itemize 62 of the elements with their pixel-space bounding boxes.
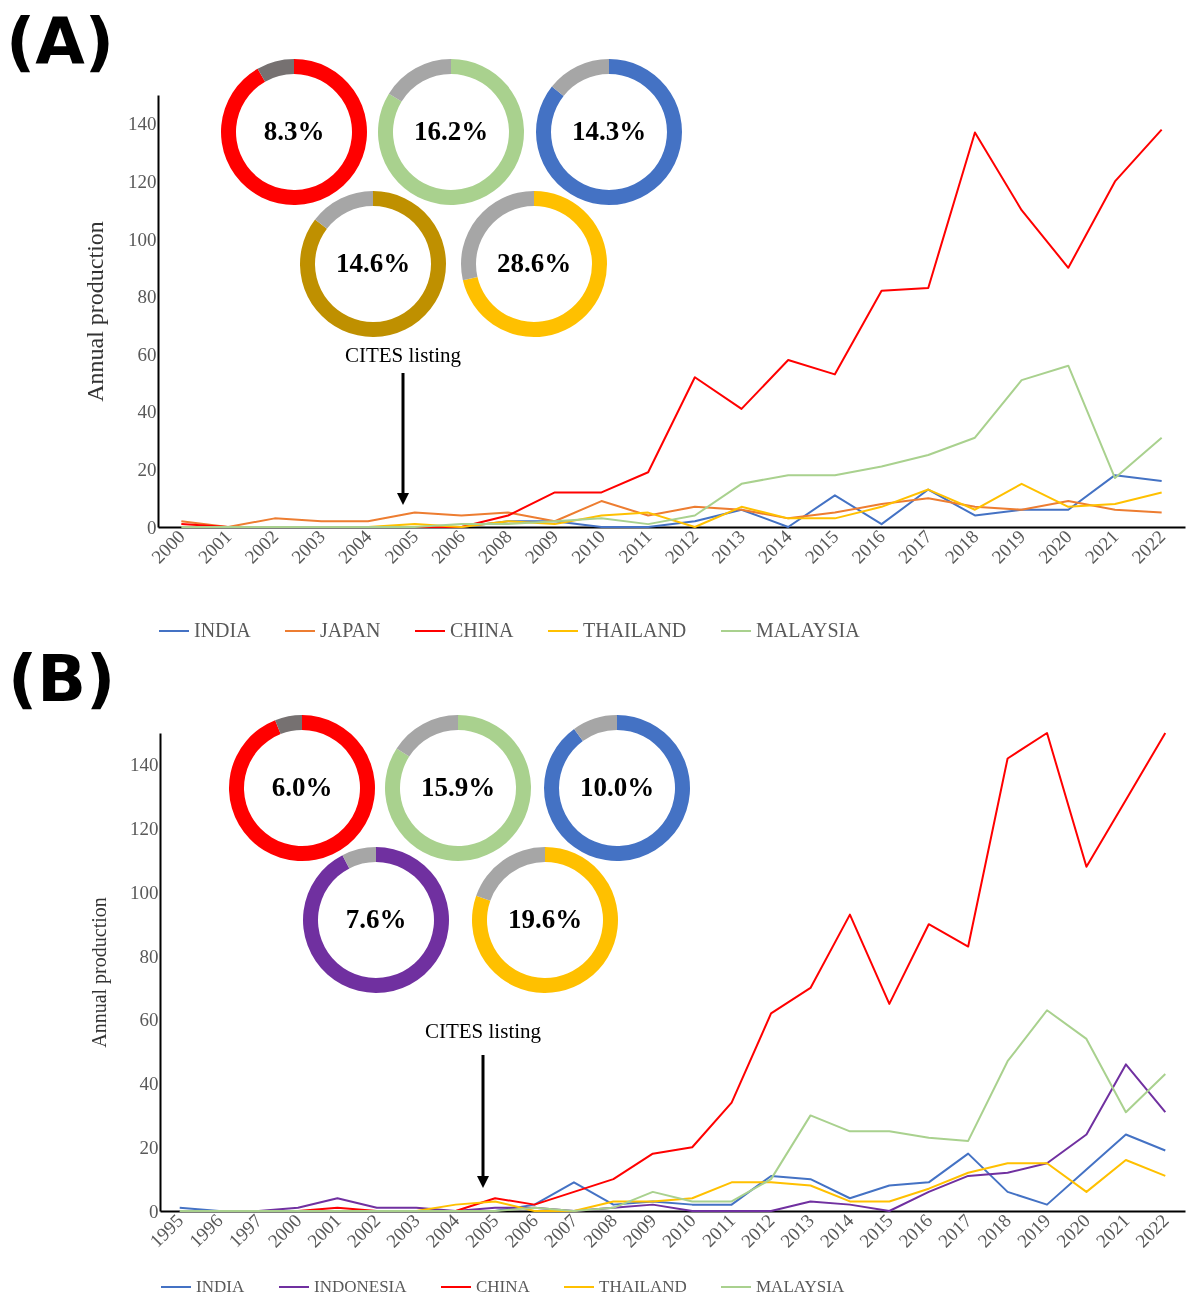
y-tick-label: 140	[130, 754, 159, 776]
line-series	[178, 1009, 1167, 1212]
legend-label: INDIA	[196, 1277, 245, 1296]
donut-slice	[544, 715, 690, 861]
data-label: 15.9%	[420, 772, 496, 802]
data-label: 6.0%	[271, 772, 333, 802]
donut-slice	[221, 59, 367, 205]
legend-label: CHINA	[450, 619, 514, 641]
chart-title: (B)	[8, 642, 116, 716]
y-tick-label: 140	[128, 113, 157, 135]
donut-slice	[476, 847, 545, 901]
data-label: 8.3%	[263, 116, 325, 146]
y-tick-label: 60	[137, 343, 157, 365]
y-axis-title: Annual production	[88, 897, 111, 1048]
donut-slice	[342, 847, 376, 869]
donut-slice	[574, 715, 617, 742]
y-tick-label: 80	[137, 286, 157, 308]
data-label: 10.0%	[579, 772, 655, 802]
donut-slice	[300, 191, 446, 337]
y-tick-label: 20	[139, 1136, 159, 1158]
donut-slice	[303, 847, 449, 993]
y-tick-label: 100	[130, 881, 159, 903]
data-label: 16.2%	[413, 116, 489, 146]
y-tick-label: 40	[137, 401, 157, 423]
chart-title: (A)	[6, 5, 115, 79]
donut-slice	[462, 191, 607, 337]
legend-label: CHINA	[476, 1277, 531, 1296]
donut-slice	[257, 59, 294, 82]
y-tick-label: 40	[139, 1073, 159, 1095]
data-label: 14.6%	[335, 248, 411, 278]
legend-label: MALAYSIA	[756, 619, 861, 641]
data-label: 14.3%	[571, 116, 647, 146]
data-label: 28.6%	[496, 248, 572, 278]
donut-slice	[536, 59, 682, 205]
y-tick-label: 20	[137, 458, 157, 480]
y-tick-label: 80	[139, 945, 159, 967]
legend-label: JAPAN	[320, 619, 381, 641]
data-label: 19.6%	[507, 904, 583, 934]
y-axis-title: Annual production	[82, 221, 108, 402]
donut-slice	[388, 59, 451, 102]
donut-slice	[229, 715, 375, 861]
donut-slice	[396, 715, 458, 757]
y-tick-label: 100	[128, 228, 157, 250]
legend-label: INDIA	[194, 619, 252, 641]
donut-slice	[275, 715, 302, 735]
y-tick-label: 120	[128, 170, 157, 192]
donut-slice	[551, 59, 609, 96]
donut-slice	[472, 847, 618, 993]
donut-slice	[315, 191, 373, 229]
legend-label: INDONESIA	[314, 1277, 408, 1296]
donut-slice	[378, 59, 524, 205]
x-tick-label: 2011	[697, 1209, 740, 1251]
donut-slice	[385, 715, 531, 861]
annotation: CITES listing	[344, 343, 462, 367]
y-tick-label: 60	[139, 1009, 159, 1031]
legend-label: THAILAND	[599, 1277, 687, 1296]
legend-label: MALAYSIA	[756, 1277, 845, 1296]
y-tick-label: 120	[130, 818, 159, 840]
data-label: 7.6%	[345, 904, 407, 934]
annotation: CITES listing	[424, 1019, 542, 1043]
line-series	[180, 497, 1163, 528]
legend-label: THAILAND	[583, 619, 687, 641]
